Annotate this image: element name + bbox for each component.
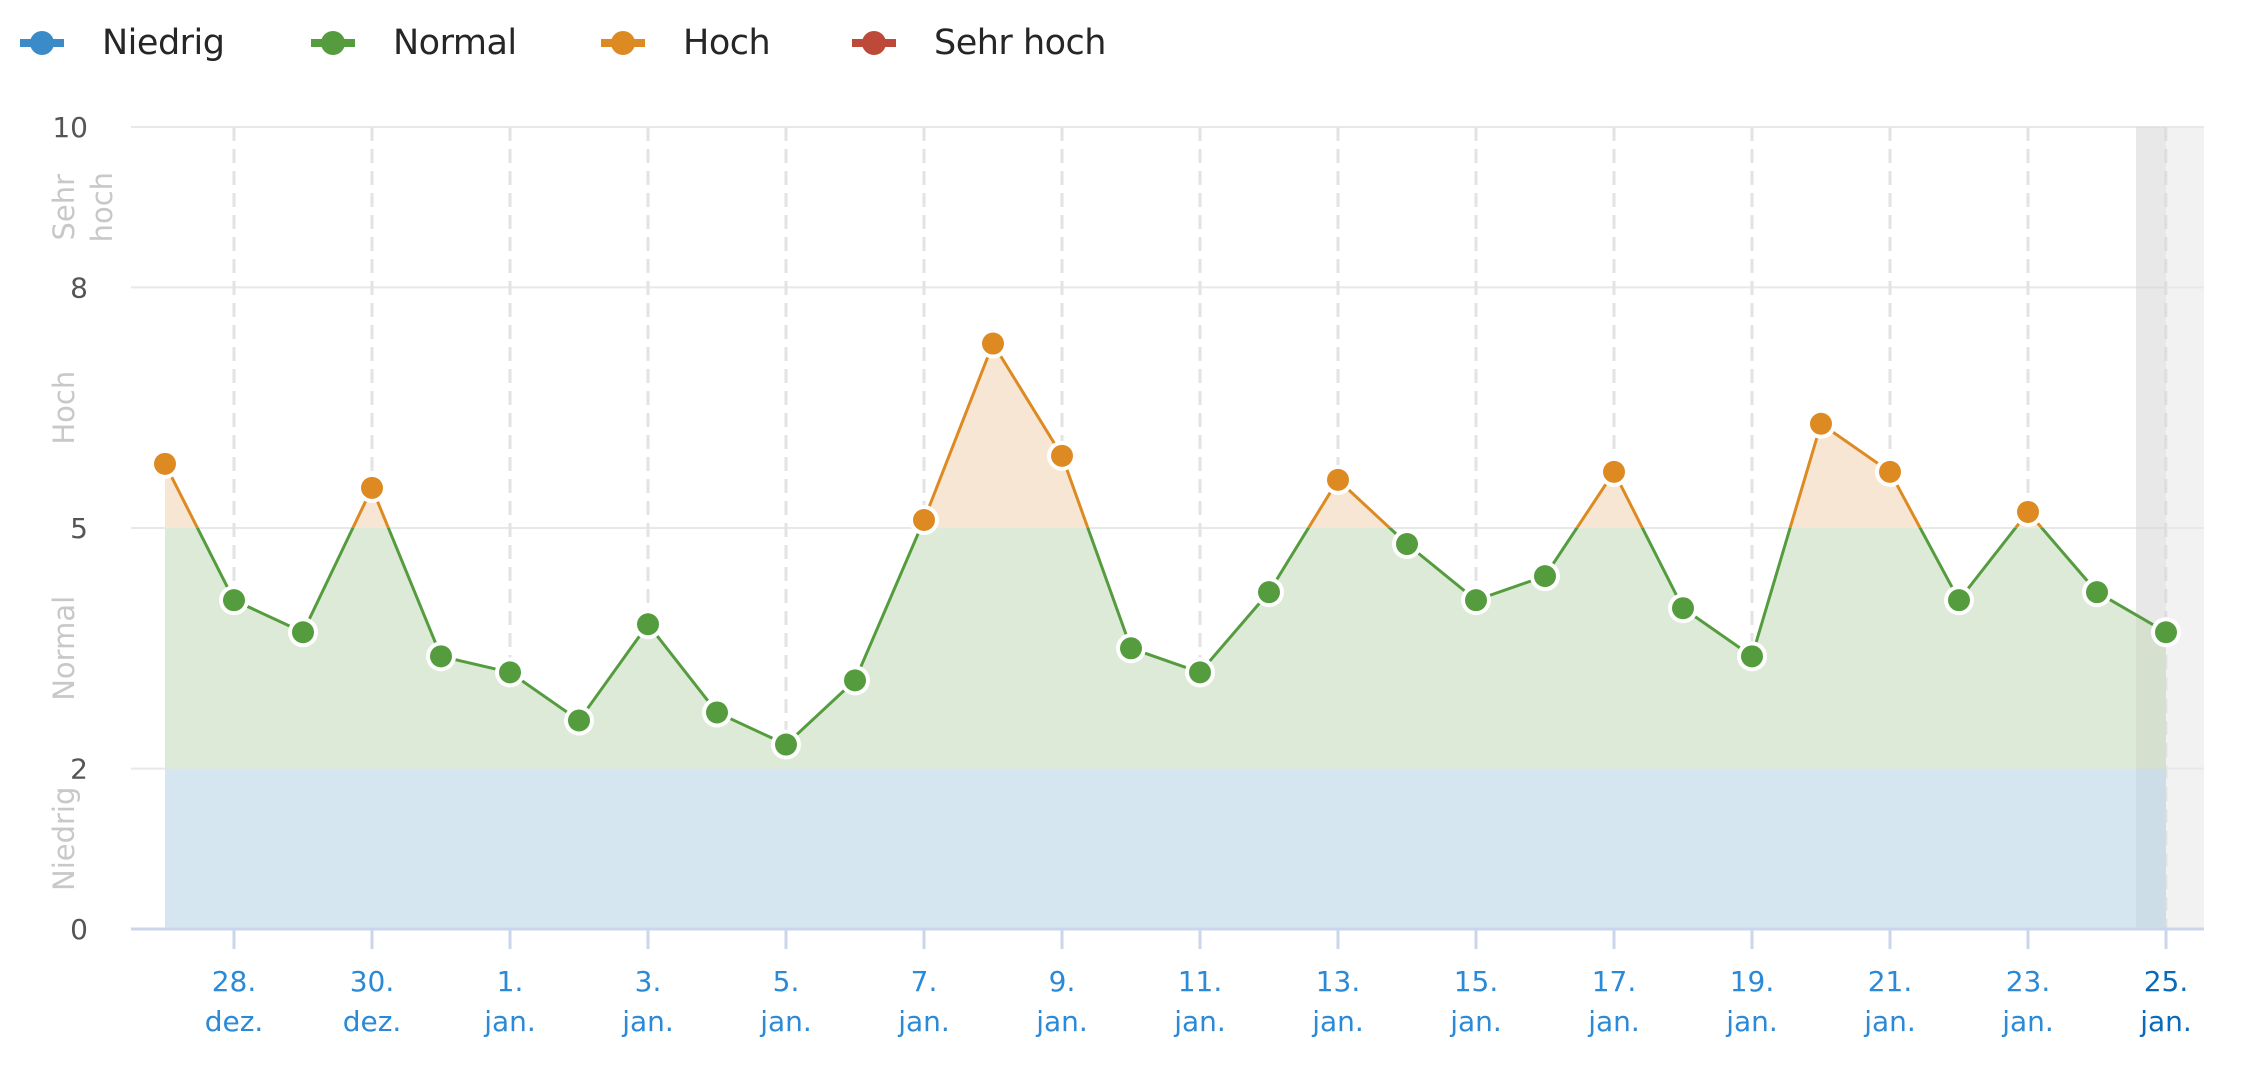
data-point[interactable] [150, 448, 180, 479]
legend-marker-icon [852, 31, 896, 55]
x-tick-month: jan. [483, 1005, 536, 1038]
x-tick-month: jan. [1725, 1005, 1778, 1038]
x-tick-day: 30. [350, 965, 395, 998]
data-point[interactable] [1461, 585, 1491, 616]
data-point[interactable] [1806, 408, 1836, 439]
legend-item-niedrig[interactable]: Niedrig [20, 14, 225, 72]
y-band-label: Niedrig [47, 787, 81, 891]
legend-marker-icon [311, 31, 355, 55]
y-tick-label: 0 [70, 913, 88, 946]
data-point[interactable] [1875, 456, 1905, 487]
legend-marker-icon [20, 31, 64, 55]
x-tick-month: jan. [1863, 1005, 1916, 1038]
x-tick-day: 28. [212, 965, 257, 998]
x-tick-month: dez. [343, 1005, 402, 1038]
x-tick-day: 11. [1178, 965, 1223, 998]
data-point[interactable] [1530, 561, 1560, 592]
series-area [165, 127, 2166, 929]
data-point[interactable] [357, 472, 387, 503]
data-points [150, 328, 2181, 760]
data-point[interactable] [1047, 440, 1077, 471]
data-point[interactable] [1668, 593, 1698, 624]
y-band-label: Sehr [47, 174, 81, 241]
x-tick-month: jan. [1449, 1005, 1502, 1038]
x-tick-month: jan. [1587, 1005, 1640, 1038]
legend-label: Hoch [683, 23, 771, 63]
x-tick-month: jan. [897, 1005, 950, 1038]
x-tick-day: 5. [773, 965, 800, 998]
x-tick-month: dez. [205, 1005, 264, 1038]
x-tick-month: jan. [759, 1005, 812, 1038]
data-point[interactable] [2151, 617, 2181, 648]
data-point[interactable] [702, 697, 732, 728]
legend-label: Sehr hoch [934, 23, 1106, 63]
x-tick-day: 3. [635, 965, 662, 998]
legend-label: Normal [393, 23, 517, 63]
data-point[interactable] [1323, 464, 1353, 495]
x-tick-month: jan. [2139, 1005, 2192, 1038]
x-tick-day: 13. [1316, 965, 1361, 998]
x-tick-day: 21. [1868, 965, 1913, 998]
x-tick-day: 7. [911, 965, 938, 998]
x-tick-month: jan. [2001, 1005, 2054, 1038]
y-tick-label: 10 [52, 111, 88, 144]
y-tick-label: 2 [70, 753, 88, 786]
x-tick-day: 23. [2006, 965, 2051, 998]
x-tick-month: jan. [1173, 1005, 1226, 1038]
data-point[interactable] [219, 585, 249, 616]
data-point[interactable] [564, 705, 594, 736]
x-tick-day: 9. [1049, 965, 1076, 998]
data-point[interactable] [288, 617, 318, 648]
axes: 0 2 5 8 10 Niedrig Normal Hoch Sehr hoch 28. dez. 30… [47, 111, 2204, 1038]
legend-item-sehr-hoch[interactable]: Sehr hoch [852, 14, 1106, 72]
data-point[interactable] [840, 665, 870, 696]
x-tick-day: 25. [2144, 965, 2189, 998]
legend-label: Niedrig [102, 23, 225, 63]
data-point[interactable] [495, 657, 525, 688]
y-tick-label: 8 [70, 271, 88, 304]
data-point[interactable] [1116, 633, 1146, 664]
data-point[interactable] [978, 328, 1008, 359]
data-point[interactable] [633, 609, 663, 640]
legend-marker-icon [601, 31, 645, 55]
data-point[interactable] [1392, 529, 1422, 560]
x-tick-day: 17. [1592, 965, 1637, 998]
x-tick-day: 15. [1454, 965, 1499, 998]
x-tick-month: jan. [1035, 1005, 1088, 1038]
x-tick-day: 19. [1730, 965, 1775, 998]
y-band-label: Hoch [47, 371, 81, 445]
x-tick-month: jan. [1311, 1005, 1364, 1038]
data-point[interactable] [1254, 577, 1284, 608]
data-point[interactable] [2082, 577, 2112, 608]
legend-item-normal[interactable]: Normal [311, 14, 517, 72]
data-point[interactable] [909, 504, 939, 535]
y-band-label: hoch [85, 172, 119, 242]
y-band-label: Normal [47, 596, 81, 701]
y-tick-label: 5 [70, 512, 88, 545]
x-tick-day: 1. [497, 965, 524, 998]
data-point[interactable] [771, 729, 801, 760]
data-point[interactable] [426, 641, 456, 672]
chart-legend: Niedrig Normal Hoch Sehr hoch [0, 14, 1300, 72]
data-point[interactable] [1737, 641, 1767, 672]
legend-item-hoch[interactable]: Hoch [601, 14, 771, 72]
data-point[interactable] [1599, 456, 1629, 487]
data-point[interactable] [2013, 496, 2043, 527]
data-point[interactable] [1944, 585, 1974, 616]
x-tick-month: jan. [621, 1005, 674, 1038]
data-point[interactable] [1185, 657, 1215, 688]
